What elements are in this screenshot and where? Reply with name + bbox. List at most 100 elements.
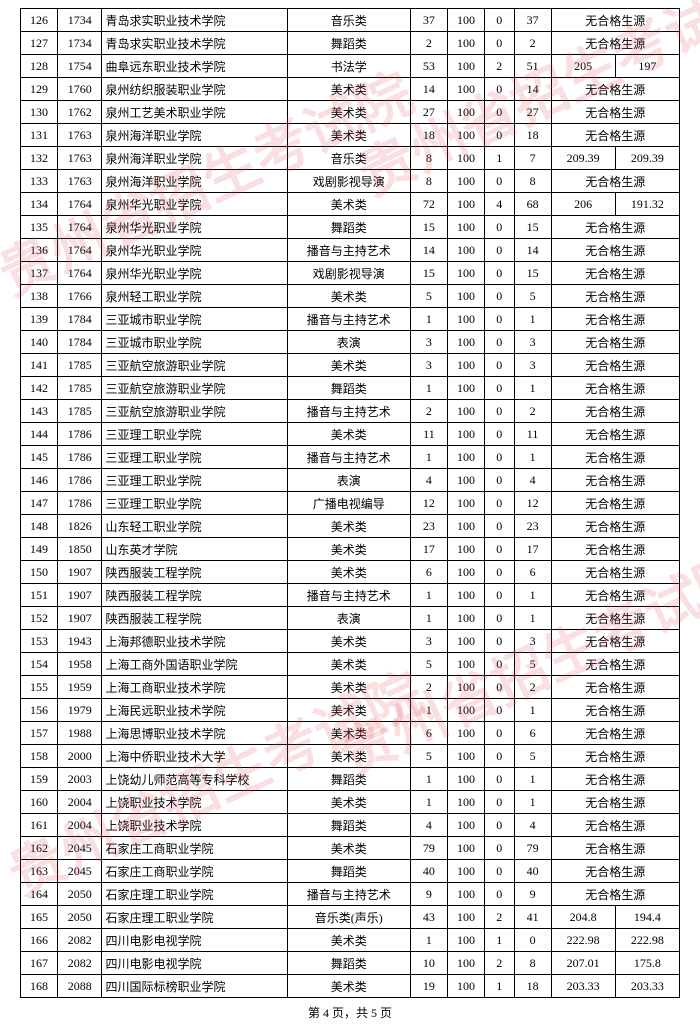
- cell-a: 1: [410, 791, 447, 814]
- cell-category: 美术类: [287, 791, 410, 814]
- table-row: 1271734青岛求实职业技术学院舞蹈类210002无合格生源: [21, 32, 680, 55]
- cell-school: 石家庄工商职业学院: [102, 837, 287, 860]
- cell-d: 0: [484, 124, 514, 147]
- cell-index: 147: [21, 492, 58, 515]
- cell-index: 141: [21, 354, 58, 377]
- cell-b: 100: [447, 193, 484, 216]
- cell-b: 100: [447, 446, 484, 469]
- cell-category: 美术类: [287, 561, 410, 584]
- cell-index: 138: [21, 285, 58, 308]
- cell-category: 广播电视编导: [287, 492, 410, 515]
- table-row: 1662082四川电影电视学院美术类110010222.98222.98: [21, 929, 680, 952]
- cell-a: 19: [410, 975, 447, 998]
- cell-b: 100: [447, 354, 484, 377]
- cell-b: 100: [447, 883, 484, 906]
- cell-nosource: 无合格生源: [551, 745, 679, 768]
- cell-code: 2000: [58, 745, 102, 768]
- cell-b: 100: [447, 929, 484, 952]
- cell-e: 17: [514, 538, 551, 561]
- cell-d: 0: [484, 377, 514, 400]
- cell-a: 1: [410, 308, 447, 331]
- cell-e: 15: [514, 216, 551, 239]
- cell-school: 石家庄工商职业学院: [102, 860, 287, 883]
- cell-e: 1: [514, 607, 551, 630]
- cell-index: 126: [21, 9, 58, 32]
- cell-d: 0: [484, 492, 514, 515]
- cell-category: 戏剧影视导演: [287, 170, 410, 193]
- cell-b: 100: [447, 170, 484, 193]
- cell-school: 泉州华光职业学院: [102, 262, 287, 285]
- table-row: 1551959上海工商职业技术学院美术类210002无合格生源: [21, 676, 680, 699]
- cell-index: 167: [21, 952, 58, 975]
- cell-nosource: 无合格生源: [551, 354, 679, 377]
- cell-school: 泉州海洋职业学院: [102, 124, 287, 147]
- cell-category: 美术类: [287, 538, 410, 561]
- table-row: 1632045石家庄工商职业学院舞蹈类40100040无合格生源: [21, 860, 680, 883]
- cell-b: 100: [447, 331, 484, 354]
- cell-school: 上海邦德职业技术学院: [102, 630, 287, 653]
- cell-a: 79: [410, 837, 447, 860]
- cell-nosource: 无合格生源: [551, 584, 679, 607]
- cell-school: 三亚航空旅游职业学院: [102, 377, 287, 400]
- cell-b: 100: [447, 860, 484, 883]
- cell-code: 1764: [58, 262, 102, 285]
- cell-d: 0: [484, 630, 514, 653]
- cell-code: 1766: [58, 285, 102, 308]
- table-row: 1391784三亚城市职业学院播音与主持艺术110001无合格生源: [21, 308, 680, 331]
- cell-b: 100: [447, 147, 484, 170]
- cell-school: 泉州工艺美术职业学院: [102, 101, 287, 124]
- cell-d: 2: [484, 55, 514, 78]
- cell-score1: 205: [551, 55, 615, 78]
- cell-score2: 222.98: [615, 929, 679, 952]
- cell-d: 2: [484, 906, 514, 929]
- cell-category: 播音与主持艺术: [287, 446, 410, 469]
- cell-index: 166: [21, 929, 58, 952]
- cell-e: 0: [514, 929, 551, 952]
- cell-code: 2004: [58, 791, 102, 814]
- cell-school: 上海思博职业技术学院: [102, 722, 287, 745]
- cell-e: 18: [514, 975, 551, 998]
- cell-index: 145: [21, 446, 58, 469]
- cell-a: 1: [410, 584, 447, 607]
- cell-index: 164: [21, 883, 58, 906]
- cell-code: 1764: [58, 216, 102, 239]
- cell-index: 154: [21, 653, 58, 676]
- cell-school: 三亚城市职业学院: [102, 331, 287, 354]
- cell-nosource: 无合格生源: [551, 32, 679, 55]
- cell-a: 1: [410, 446, 447, 469]
- table-row: 1521907陕西服装工程学院表演110001无合格生源: [21, 607, 680, 630]
- table-row: 1561979上海民远职业技术学院美术类110001无合格生源: [21, 699, 680, 722]
- cell-a: 8: [410, 170, 447, 193]
- table-row: 1642050石家庄理工职业学院播音与主持艺术910009无合格生源: [21, 883, 680, 906]
- cell-b: 100: [447, 653, 484, 676]
- cell-category: 美术类: [287, 745, 410, 768]
- cell-school: 山东英才学院: [102, 538, 287, 561]
- cell-d: 0: [484, 607, 514, 630]
- cell-code: 2045: [58, 837, 102, 860]
- cell-school: 上饶职业技术学院: [102, 814, 287, 837]
- cell-code: 2082: [58, 929, 102, 952]
- cell-category: 美术类: [287, 837, 410, 860]
- cell-code: 1979: [58, 699, 102, 722]
- cell-score1: 222.98: [551, 929, 615, 952]
- table-row: 1301762泉州工艺美术职业学院美术类27100027无合格生源: [21, 101, 680, 124]
- cell-category: 美术类: [287, 929, 410, 952]
- cell-category: 美术类: [287, 285, 410, 308]
- cell-b: 100: [447, 630, 484, 653]
- cell-e: 41: [514, 906, 551, 929]
- cell-code: 1754: [58, 55, 102, 78]
- cell-e: 3: [514, 630, 551, 653]
- cell-e: 18: [514, 124, 551, 147]
- cell-category: 舞蹈类: [287, 377, 410, 400]
- cell-index: 133: [21, 170, 58, 193]
- cell-category: 播音与主持艺术: [287, 308, 410, 331]
- cell-category: 播音与主持艺术: [287, 883, 410, 906]
- cell-nosource: 无合格生源: [551, 561, 679, 584]
- cell-nosource: 无合格生源: [551, 377, 679, 400]
- cell-b: 100: [447, 699, 484, 722]
- cell-school: 上海中侨职业技术大学: [102, 745, 287, 768]
- cell-school: 三亚航空旅游职业学院: [102, 354, 287, 377]
- cell-b: 100: [447, 952, 484, 975]
- cell-e: 5: [514, 285, 551, 308]
- cell-index: 134: [21, 193, 58, 216]
